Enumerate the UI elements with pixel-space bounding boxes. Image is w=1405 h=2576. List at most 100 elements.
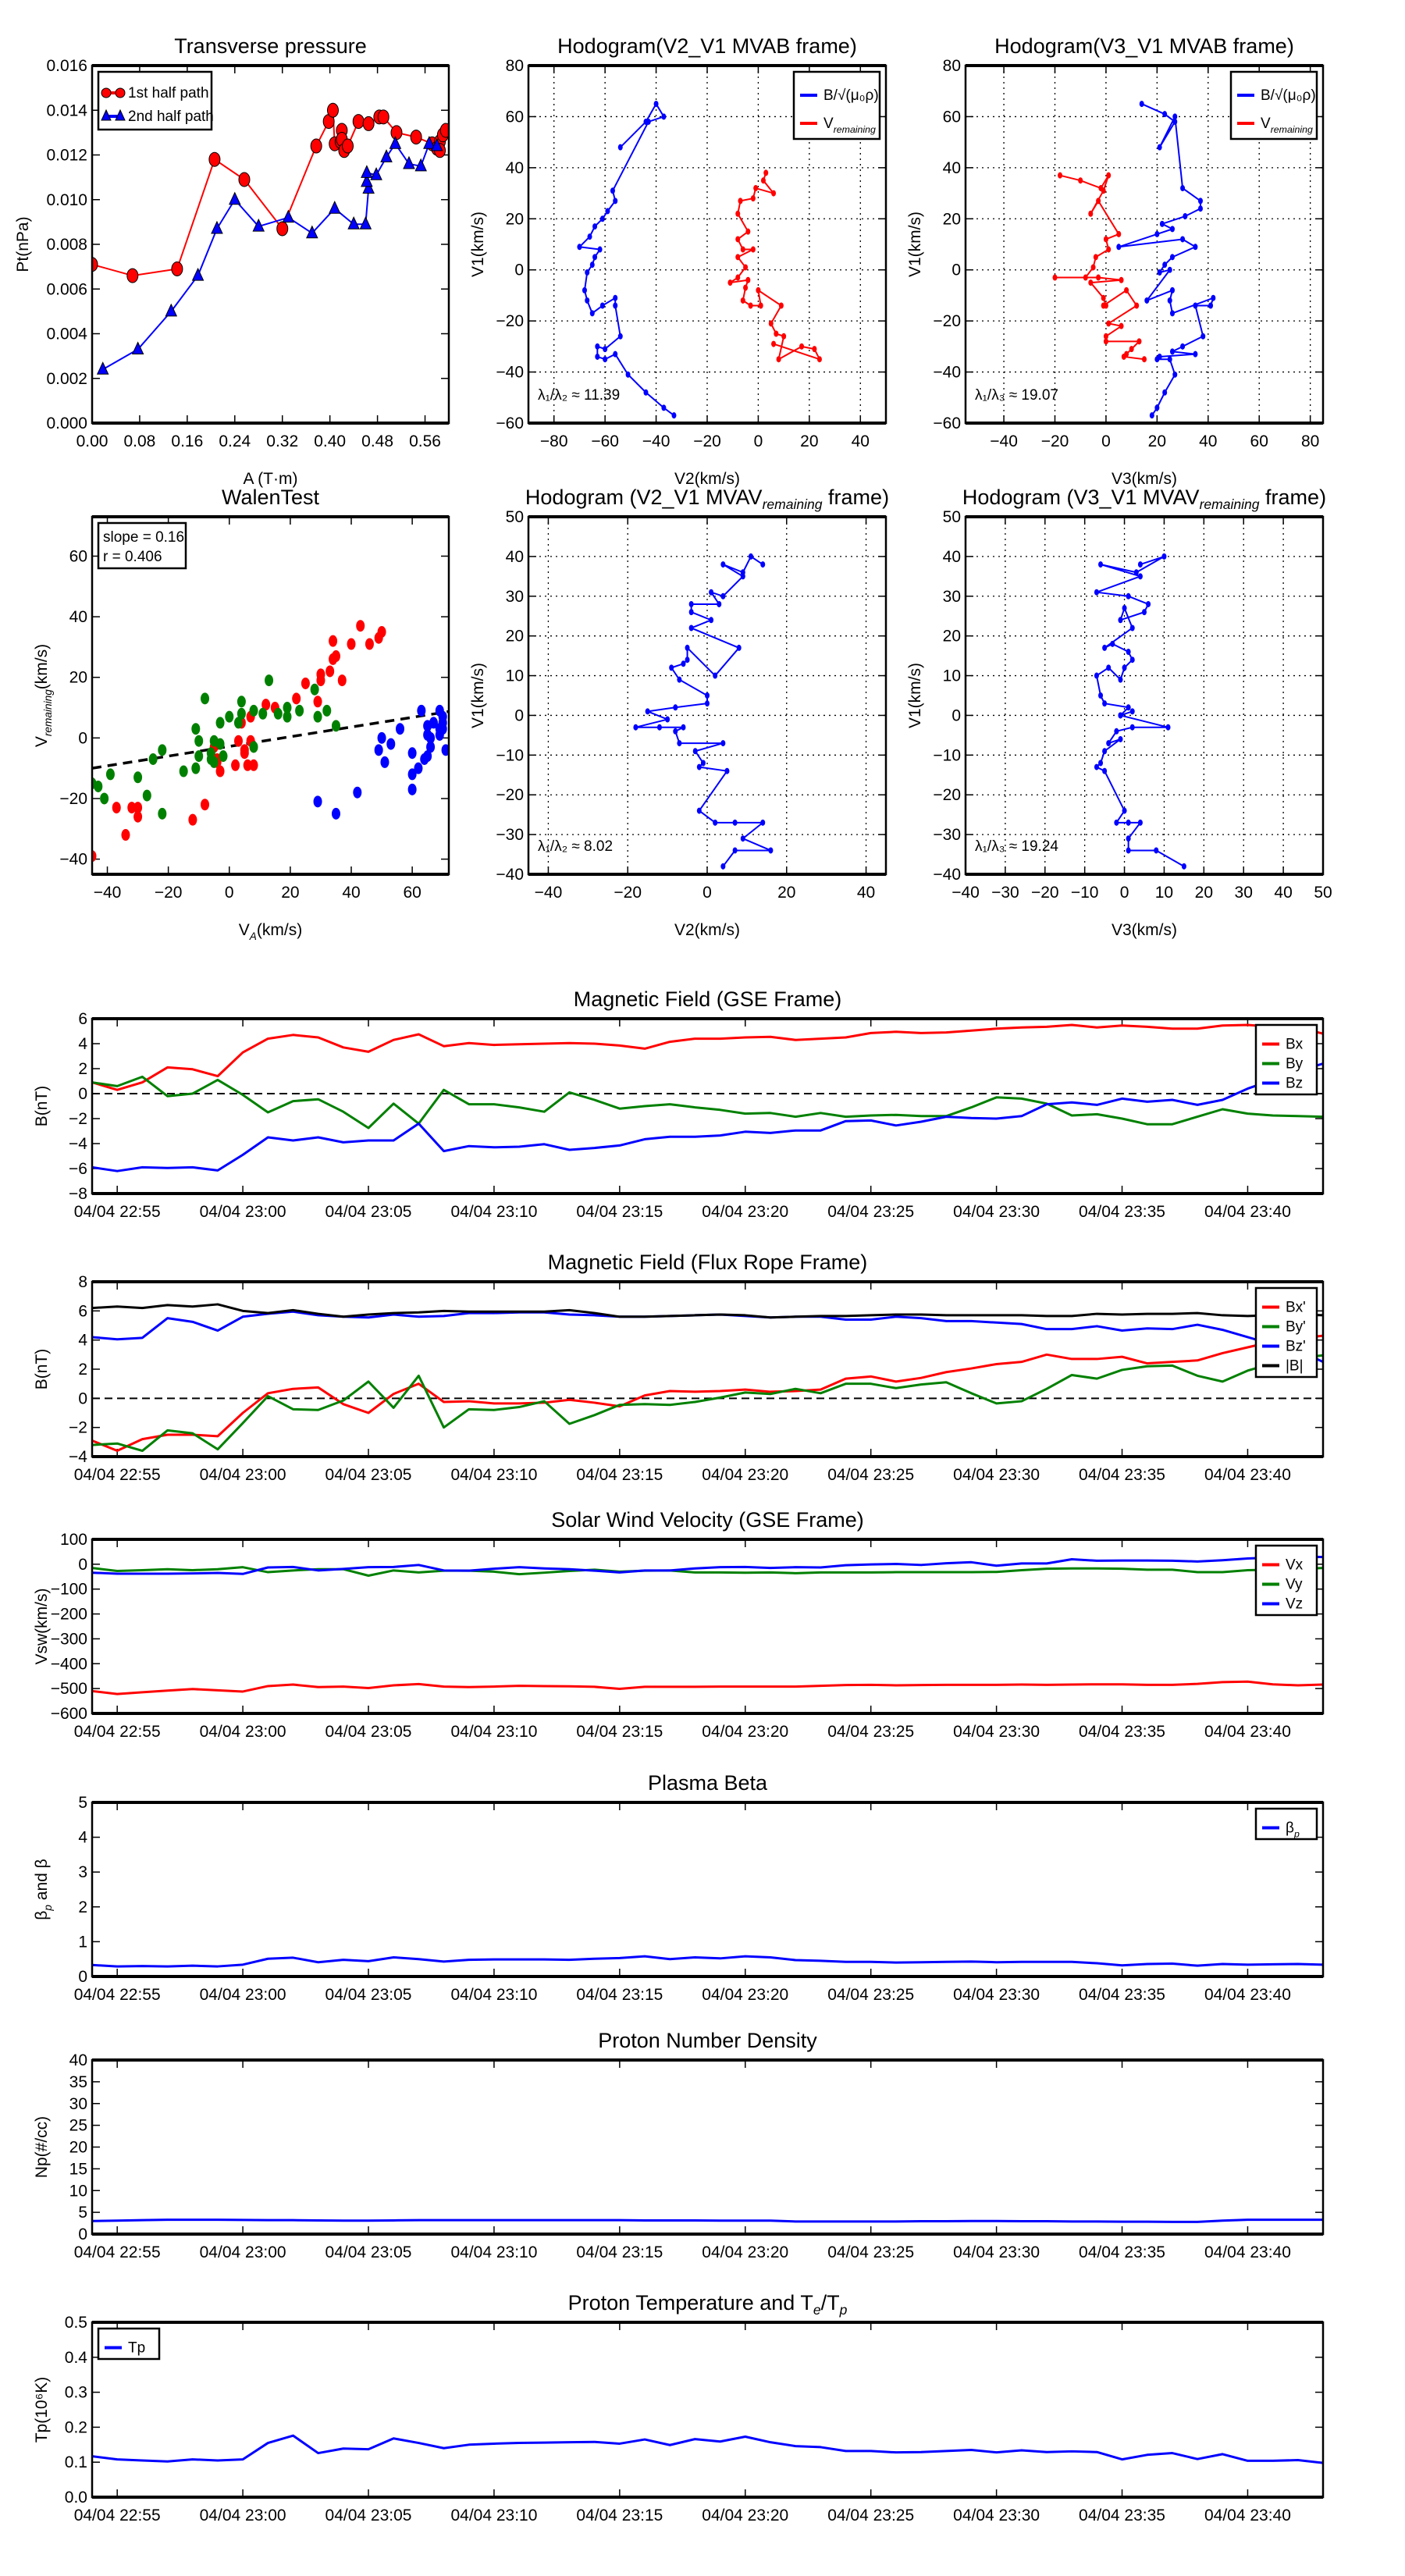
data-point — [613, 197, 618, 205]
y-tick-label: 0 — [78, 1556, 87, 1574]
data-point — [643, 389, 649, 396]
legend-label: 2nd half path — [128, 109, 214, 125]
legend: Vx Vy Vz — [1254, 1544, 1318, 1617]
y-tick-label: 0.4 — [65, 2349, 88, 2367]
data-point — [359, 216, 372, 229]
legend-label: Bz — [1286, 1076, 1303, 1092]
x-axis-label: V3(km/s) — [1112, 470, 1177, 488]
chart-np: 04/04 22:55 04/04 23:00 04/04 23:05 04/04 2… — [33, 2029, 1325, 2261]
y-tick-label: −4 — [69, 1135, 87, 1153]
x-tick-label: 04/04 23:40 — [1204, 1986, 1291, 2004]
eigenvalue-ratio: λ₁/λ₃ ≈ 19.24 — [975, 838, 1058, 855]
data-point — [763, 169, 769, 176]
axes-frame — [91, 2321, 1325, 2499]
data-point — [1181, 863, 1186, 870]
y-tick-label: 40 — [506, 548, 524, 566]
x-tick-label: −20 — [693, 432, 721, 450]
data-point — [592, 223, 598, 230]
data-point — [325, 665, 335, 678]
eigenvalue-ratio: λ₁/λ₂ ≈ 8.02 — [538, 838, 613, 855]
data-point — [748, 302, 753, 309]
data-point — [1146, 600, 1151, 607]
data-point — [374, 744, 383, 756]
data-point — [681, 660, 686, 667]
data-point — [617, 333, 623, 340]
data-point — [426, 731, 436, 744]
data-point — [1200, 333, 1206, 340]
data-point — [768, 847, 774, 854]
data-point — [735, 254, 741, 261]
data-point — [276, 221, 289, 237]
data-point — [1172, 118, 1178, 125]
x-tick-label: 04/04 23:40 — [1204, 2507, 1291, 2524]
x-axis-label: A (T·m) — [244, 470, 298, 488]
legend-label-part: V — [1261, 116, 1271, 132]
chart-tp: 0.00 0.08 0.16 0.24 0.32 0.40 0.48 0.56 0.000 0.0… — [14, 34, 450, 488]
data-point — [1154, 356, 1160, 363]
x-axis-label-part: (km/s) — [257, 921, 302, 939]
data-point — [585, 297, 590, 304]
x-tick-label: −40 — [94, 884, 122, 902]
data-point — [760, 819, 766, 826]
data-point — [753, 185, 759, 192]
x-tick-label: 04/04 23:05 — [325, 2507, 412, 2524]
data-point — [1193, 302, 1198, 309]
data-point — [374, 632, 383, 644]
data-point — [1098, 561, 1104, 568]
legend-marker — [115, 109, 126, 121]
data-point — [661, 404, 667, 411]
data-point — [732, 847, 738, 854]
data-point — [100, 792, 109, 805]
data-point — [709, 617, 714, 624]
data-point — [313, 696, 322, 708]
data-point — [331, 720, 340, 732]
y-tick-label: 4 — [78, 1829, 87, 1847]
data-point — [1183, 213, 1188, 220]
data-point — [1101, 294, 1106, 301]
data-point — [148, 753, 158, 766]
data-point — [653, 101, 659, 108]
x-tick-label: 04/04 23:25 — [827, 2507, 914, 2524]
y-tick-label: 0.004 — [46, 326, 87, 343]
data-point — [736, 644, 742, 651]
x-tick-label: 0 — [1120, 884, 1129, 902]
x-tick-label: 04/04 23:15 — [576, 1466, 663, 1484]
x-tick-label: 10 — [1155, 884, 1173, 902]
series-Bz' — [92, 1310, 1323, 1364]
axes-frame — [91, 515, 450, 876]
series-line — [92, 2434, 1323, 2464]
data-point — [92, 257, 98, 272]
chart-title: Proton Temperature and Te/Tp — [568, 2291, 848, 2318]
y-tick-label: 0.010 — [46, 191, 87, 209]
data-point — [740, 297, 745, 304]
data-point — [1119, 322, 1124, 329]
data-point — [1101, 187, 1106, 194]
x-tick-label: 04/04 23:10 — [450, 2507, 537, 2524]
data-point — [310, 138, 322, 154]
x-tick-label: 04/04 23:00 — [200, 2243, 286, 2261]
data-point — [194, 750, 204, 763]
data-point — [435, 723, 444, 735]
legend: 1st half path 2nd half path — [97, 70, 214, 131]
data-point — [1180, 185, 1186, 192]
y-tick-label: 40 — [69, 608, 87, 626]
data-point — [219, 750, 228, 763]
data-point — [1208, 302, 1214, 309]
x-tick-label: 04/04 23:10 — [450, 1723, 537, 1741]
data-point — [201, 692, 210, 705]
y-axis-label: Pt(nPa) — [14, 216, 32, 272]
data-point — [1159, 220, 1165, 227]
y-tick-label: 0 — [514, 706, 524, 724]
x-tick-label: 20 — [777, 884, 795, 902]
data-point — [414, 762, 423, 774]
chart-bgse: 04/04 22:55 04/04 23:00 04/04 23:05 04/04 2… — [33, 987, 1325, 1221]
data-point — [1197, 197, 1203, 205]
data-point — [688, 624, 694, 632]
data-point — [774, 330, 779, 337]
chart-title: Hodogram(V2_V1 MVAB frame) — [557, 34, 857, 58]
x-tick-label: 04/04 23:20 — [702, 1723, 788, 1741]
data-point — [599, 302, 605, 309]
chart-title-part: Hodogram (V2_V1 MVAV — [525, 486, 763, 509]
data-point — [1167, 356, 1172, 363]
y-tick-label: 0.0 — [65, 2489, 87, 2507]
